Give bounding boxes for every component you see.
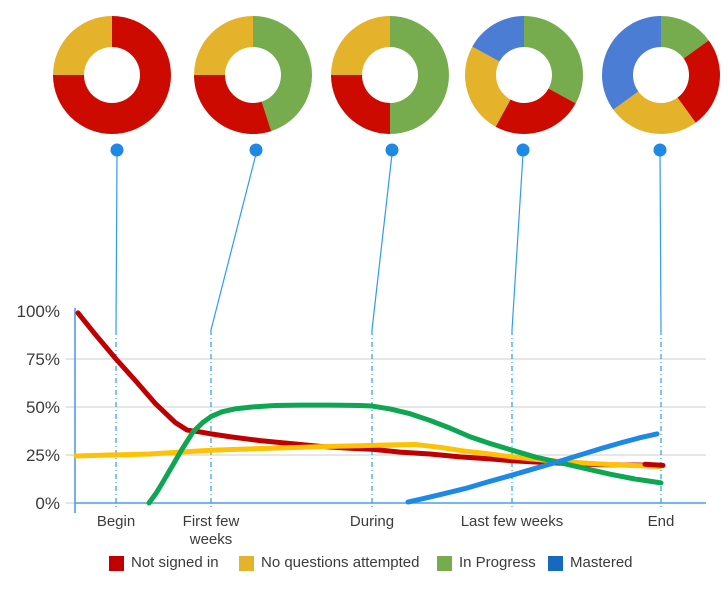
line-series-not-signed-in bbox=[75, 310, 665, 468]
donut-slice-in-progress bbox=[524, 16, 583, 104]
x-axis-label-during: During bbox=[350, 513, 394, 530]
donut-last-few-weeks bbox=[465, 16, 583, 134]
callout-line-begin bbox=[115, 153, 118, 331]
legend-swatch-mastered bbox=[548, 555, 563, 571]
legend-label: Not signed in bbox=[131, 554, 219, 571]
donut-slice-in-progress bbox=[661, 16, 709, 59]
callout-line-first-few-weeks bbox=[210, 153, 257, 331]
donut-first-few-weeks bbox=[194, 16, 312, 134]
donut-slice-no-questions-attempted bbox=[194, 16, 253, 75]
x-axis-label-first-few-weeks: First few weeks bbox=[183, 513, 240, 548]
legend-swatch-no-questions-attempted bbox=[239, 555, 254, 571]
callout-line-end bbox=[659, 153, 662, 331]
legend-item-mastered: Mastered bbox=[548, 554, 633, 572]
y-axis-label-75: 75% bbox=[26, 350, 60, 369]
callout-dot-begin bbox=[110, 143, 124, 157]
donut-slice-no-questions-attempted bbox=[613, 91, 696, 134]
callout-dot-first-few-weeks bbox=[249, 143, 263, 157]
donut-slice-not-signed-in bbox=[331, 75, 390, 134]
donut-end bbox=[602, 16, 720, 134]
callout-dot-during bbox=[385, 143, 399, 157]
x-axis-label-begin: Begin bbox=[97, 513, 135, 530]
donut-slice-no-questions-attempted bbox=[331, 16, 390, 75]
donut-slice-not-signed-in bbox=[677, 40, 720, 123]
callout-dot-end bbox=[653, 143, 667, 157]
callout-line-last-few-weeks bbox=[511, 153, 524, 331]
donut-slice-in-progress bbox=[253, 16, 312, 132]
y-axis-label-0: 0% bbox=[35, 494, 60, 513]
line-series-in-progress bbox=[146, 402, 664, 506]
legend-label: In Progress bbox=[459, 554, 536, 571]
y-axis-label-100: 100% bbox=[17, 302, 60, 321]
legend: Not signed in No questions attempted In … bbox=[0, 554, 728, 574]
legend-item-in-progress: In Progress bbox=[437, 554, 536, 572]
donut-slice-not-signed-in bbox=[495, 88, 576, 134]
legend-item-not-signed-in: Not signed in bbox=[109, 554, 219, 572]
legend-swatch-not-signed-in bbox=[109, 555, 124, 571]
donut-slice-mastered bbox=[602, 16, 661, 110]
legend-label: No questions attempted bbox=[261, 554, 420, 571]
legend-label: Mastered bbox=[570, 554, 633, 571]
donut-during bbox=[331, 16, 449, 134]
line-series-mastered bbox=[405, 431, 660, 505]
donut-slice-no-questions-attempted bbox=[53, 16, 112, 75]
donut-begin bbox=[53, 16, 171, 134]
x-axis-label-last-few-weeks: Last few weeks bbox=[461, 513, 564, 530]
callout-dot-last-few-weeks bbox=[516, 143, 530, 157]
donut-slice-no-questions-attempted bbox=[465, 46, 511, 127]
callout-line-during bbox=[371, 153, 393, 331]
y-axis-label-25: 25% bbox=[26, 446, 60, 465]
donut-slice-mastered bbox=[472, 16, 524, 62]
x-axis-label-end: End bbox=[648, 513, 675, 530]
donut-slice-not-signed-in bbox=[53, 16, 171, 134]
donut-slice-in-progress bbox=[390, 16, 449, 134]
donut-slice-not-signed-in bbox=[194, 75, 272, 134]
y-axis-label-50: 50% bbox=[26, 398, 60, 417]
line-series-not-signed-in-cap bbox=[642, 461, 666, 468]
legend-item-no-questions-attempted: No questions attempted bbox=[239, 554, 419, 572]
legend-swatch-in-progress bbox=[437, 555, 452, 571]
